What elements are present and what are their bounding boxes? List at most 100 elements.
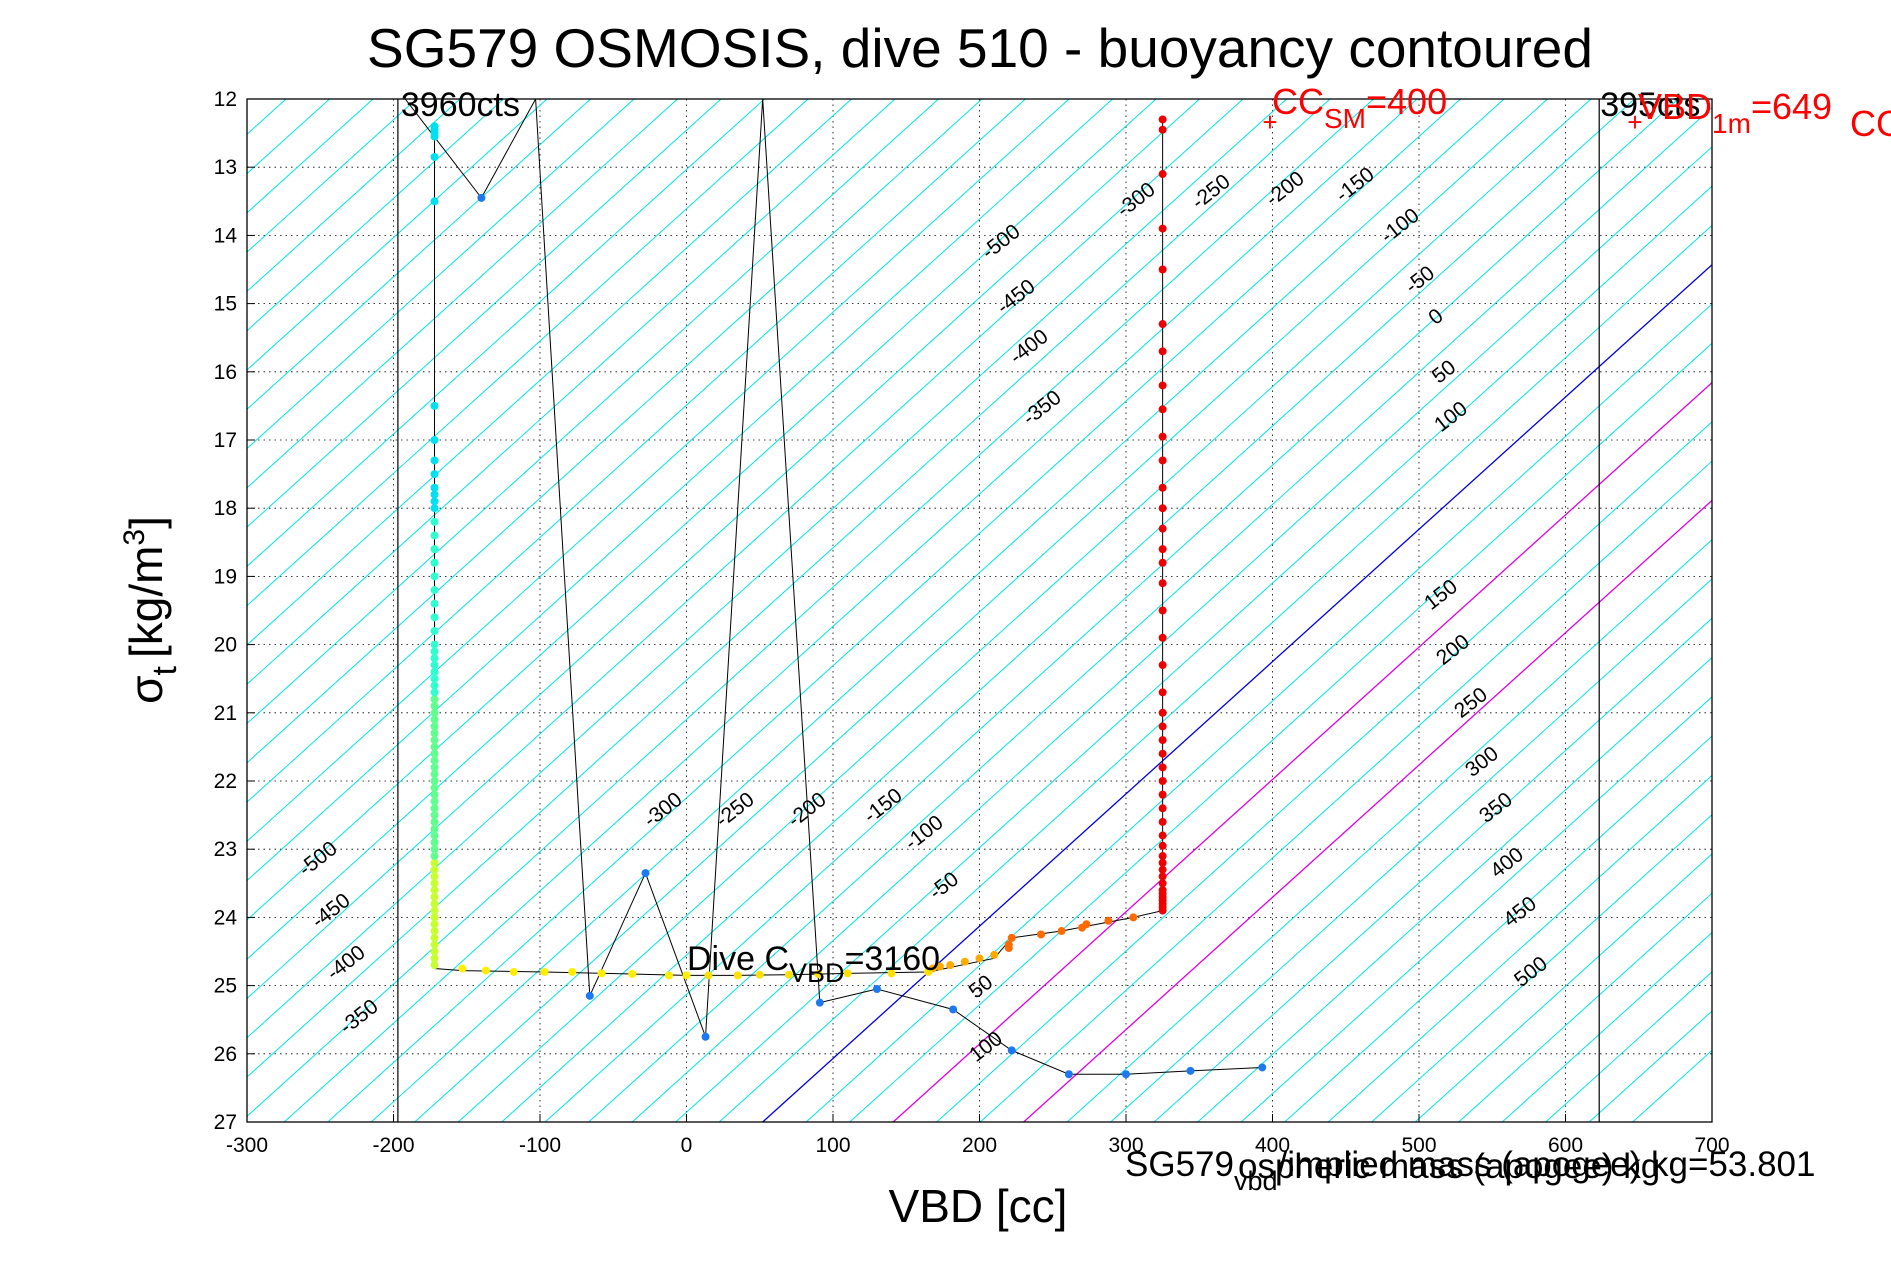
dive-c-value: =3160 [845,940,941,978]
data-point [1158,736,1167,745]
data-point [1158,777,1167,785]
contour-label-upper: 200 [1432,630,1474,670]
contour-line [1458,892,1712,1122]
data-point [430,742,439,751]
contour-line [247,99,722,528]
data-point [1158,456,1167,465]
data-point [1037,930,1046,939]
x-tick-label: 600 [1548,1134,1583,1157]
contour-line [247,99,679,489]
data-point [1158,347,1167,356]
data-point [430,954,439,963]
data-point [430,681,439,690]
y-axis-label-close: ] [120,516,172,529]
data-point [477,193,486,202]
data-point [430,749,439,758]
data-point [1158,722,1167,731]
grid-lines [246,98,1713,1123]
contour-line [1632,1049,1712,1122]
contour-label-lower: -400 [322,941,369,985]
contour-line [247,99,1201,960]
data-point [430,797,439,806]
data-point [1158,579,1167,588]
contour-label-lower: -350 [335,995,382,1039]
data-point [430,920,439,929]
x-tick-label: -100 [519,1134,561,1157]
data-point [1158,405,1167,414]
data-point [1158,432,1167,441]
contour-line [1327,774,1712,1122]
data-point [1158,817,1167,826]
x-tick-label: 100 [815,1134,850,1157]
contour-label-upper: 100 [1430,397,1472,437]
data-point [430,729,439,738]
data-point [430,756,439,765]
data-point [481,966,490,975]
data-point [628,970,637,979]
data-point [1258,1063,1267,1072]
contour-line [247,99,418,253]
contour-line [247,99,1375,1117]
data-point [430,695,439,704]
data-point [430,626,439,635]
chart-title: SG579 OSMOSIS, dive 510 - buoyancy conto… [367,17,1593,79]
count-line-label: 3960cts [401,86,520,124]
contour-line [247,99,983,764]
dive-c-label: Dive C [687,940,789,978]
contour-line [247,99,461,293]
contour-line [247,99,896,685]
y-tick-label: 27 [214,1111,237,1134]
data-point [704,971,713,980]
contour-label-upper: 450 [1499,892,1541,932]
data-point [430,790,439,799]
sg579-label: SG579 [1125,1145,1234,1184]
data-point [430,640,439,649]
data-point [585,991,594,1000]
data-point [430,770,439,779]
contour-line [247,99,1244,1000]
cc-sm-sub: SM [1324,103,1366,134]
data-point [1158,841,1167,850]
bottom-overlap-text-b: ospheric mass (apogee) kg [1238,1147,1660,1186]
data-point [430,470,439,479]
data-point [924,967,933,976]
implied-mass-value: =53.801 [1688,1145,1816,1184]
contour-label-lower: -50 [925,867,963,904]
data-point [1104,916,1113,925]
data-point [1122,1070,1130,1079]
cc-sm-value: =400 [1366,81,1447,122]
data-point [1158,688,1167,697]
contour-line [1023,499,1712,1122]
data-point [430,906,439,915]
x-tick-label: 500 [1401,1134,1436,1157]
data-point [430,436,439,444]
data-point [430,531,439,540]
y-axis-label: σt [kg/m3] [118,516,184,704]
data-point [430,763,439,772]
data-point [755,970,764,979]
dive-c-annotation: Dive CVBD=3160 [687,940,940,988]
data-point [641,869,650,878]
data-point [1158,852,1167,861]
data-point [1158,661,1167,670]
data-point [430,667,439,676]
contour-line [247,99,592,410]
x-tick-label: 200 [962,1134,997,1157]
y-axis-label-symbol: σ [120,676,172,704]
count-line-label: 395cts [1600,86,1700,124]
contour-line [762,263,1712,1122]
data-point [1158,879,1167,888]
data-point [430,708,439,717]
data-point [1158,633,1167,642]
contour-line [247,99,1027,803]
y-tick-label: 17 [214,429,237,452]
data-point [1158,524,1167,533]
data-point [430,688,439,697]
contour-line [414,99,1549,1122]
cc-sm-annotation: CCSM=400 [1272,81,1447,134]
data-point [597,969,606,978]
data-point [1158,265,1167,274]
contour-line [247,99,853,646]
data-point [1158,804,1167,813]
contour-line [247,99,1157,921]
